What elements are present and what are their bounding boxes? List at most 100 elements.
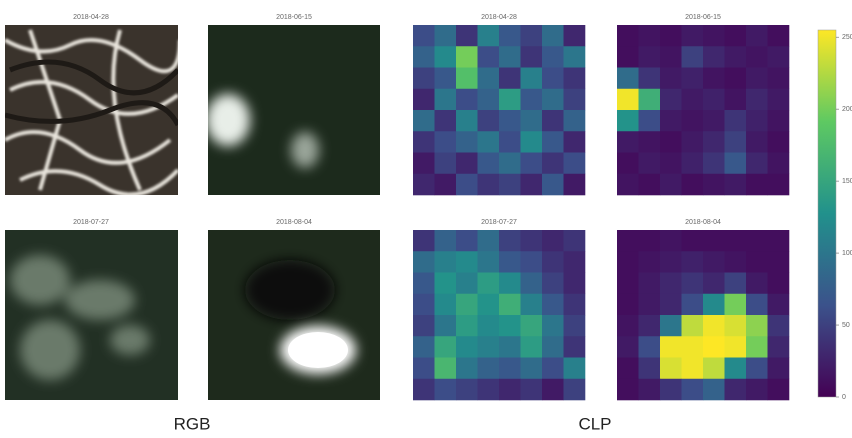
heatmap-cell — [617, 273, 639, 295]
heatmap-cell — [499, 230, 521, 252]
heatmap-cell — [660, 294, 682, 316]
heatmap-cell — [703, 358, 725, 380]
heatmap-cell — [499, 89, 521, 111]
heatmap-cell — [542, 315, 564, 337]
heatmap-cell — [725, 251, 747, 273]
heatmap-cell — [435, 315, 457, 337]
heatmap-cell — [660, 379, 682, 401]
heatmap-cell — [746, 110, 768, 132]
heatmap-cell — [768, 68, 790, 90]
heatmap-cell — [564, 110, 586, 132]
heatmap-cell — [639, 336, 661, 358]
heatmap-cell — [435, 89, 457, 111]
clp-title: 2018-06-15 — [685, 14, 721, 21]
heatmap-cell — [478, 68, 500, 90]
heatmap-cell — [725, 68, 747, 90]
heatmap-cell — [682, 273, 704, 295]
heatmap-cell — [456, 25, 478, 47]
heatmap-cell — [725, 294, 747, 316]
heatmap-cell — [768, 315, 790, 337]
heatmap-cell — [499, 25, 521, 47]
heatmap-cell — [703, 273, 725, 295]
heatmap-cell — [746, 25, 768, 47]
heatmap-cell — [746, 379, 768, 401]
heatmap-cell — [542, 25, 564, 47]
heatmap-cell — [521, 174, 543, 196]
heatmap-cell — [660, 230, 682, 252]
heatmap-cell — [703, 379, 725, 401]
heatmap-cell — [682, 358, 704, 380]
heatmap-cell — [456, 153, 478, 175]
heatmap-cell — [746, 131, 768, 153]
heatmap-cell — [542, 273, 564, 295]
heatmap-cell — [746, 273, 768, 295]
heatmap-cell — [564, 251, 586, 273]
heatmap-cell — [478, 153, 500, 175]
heatmap-cell — [639, 46, 661, 68]
heatmap-cell — [746, 153, 768, 175]
heatmap-cell — [521, 46, 543, 68]
heatmap-cell — [682, 46, 704, 68]
heatmap-cell — [478, 336, 500, 358]
heatmap-cell — [542, 358, 564, 380]
colorbar-tick-label: 250 — [842, 34, 852, 41]
heatmap-cell — [768, 174, 790, 196]
heatmap-cell — [542, 68, 564, 90]
heatmap-cell — [617, 294, 639, 316]
heatmap-cell — [478, 294, 500, 316]
heatmap-cell — [456, 379, 478, 401]
heatmap-cell — [478, 358, 500, 380]
heatmap-cell — [703, 251, 725, 273]
heatmap-cell — [564, 46, 586, 68]
heatmap-cell — [768, 379, 790, 401]
heatmap-cell — [703, 153, 725, 175]
heatmap-cell — [478, 230, 500, 252]
heatmap-cell — [682, 110, 704, 132]
heatmap-cell — [478, 315, 500, 337]
heatmap-cell — [499, 46, 521, 68]
heatmap-cell — [564, 358, 586, 380]
heatmap-cell — [725, 25, 747, 47]
heatmap-cell — [725, 46, 747, 68]
heatmap-cell — [435, 46, 457, 68]
heatmap-cell — [542, 110, 564, 132]
heatmap-cell — [521, 131, 543, 153]
heatmap-cell — [725, 131, 747, 153]
heatmap-cell — [435, 230, 457, 252]
heatmap-cell — [682, 251, 704, 273]
heatmap-cell — [725, 315, 747, 337]
heatmap-cell — [499, 358, 521, 380]
heatmap-cell — [725, 89, 747, 111]
heatmap-cell — [456, 336, 478, 358]
heatmap-cell — [435, 153, 457, 175]
heatmap-cell — [768, 25, 790, 47]
caption: CLP — [578, 414, 611, 433]
heatmap-cell — [478, 174, 500, 196]
heatmap-cell — [768, 251, 790, 273]
heatmap-cell — [564, 336, 586, 358]
heatmap-cell — [660, 68, 682, 90]
heatmap-cell — [768, 46, 790, 68]
heatmap-cell — [564, 131, 586, 153]
heatmap-cell — [413, 230, 435, 252]
heatmap-cell — [435, 294, 457, 316]
heatmap-cell — [564, 89, 586, 111]
heatmap-cell — [617, 153, 639, 175]
heatmap-cell — [725, 230, 747, 252]
heatmap-cell — [768, 110, 790, 132]
heatmap-cell — [768, 273, 790, 295]
heatmap-cell — [435, 131, 457, 153]
heatmap-cell — [660, 174, 682, 196]
heatmap-cell — [521, 68, 543, 90]
heatmap-cell — [542, 230, 564, 252]
heatmap-cell — [413, 294, 435, 316]
heatmap-cell — [542, 251, 564, 273]
heatmap-cell — [725, 174, 747, 196]
heatmap-cell — [499, 379, 521, 401]
caption: RGB — [174, 414, 211, 433]
heatmap-cell — [499, 68, 521, 90]
heatmap-cell — [456, 110, 478, 132]
heatmap-cell — [456, 273, 478, 295]
heatmap-cell — [768, 294, 790, 316]
heatmap-cell — [617, 89, 639, 111]
